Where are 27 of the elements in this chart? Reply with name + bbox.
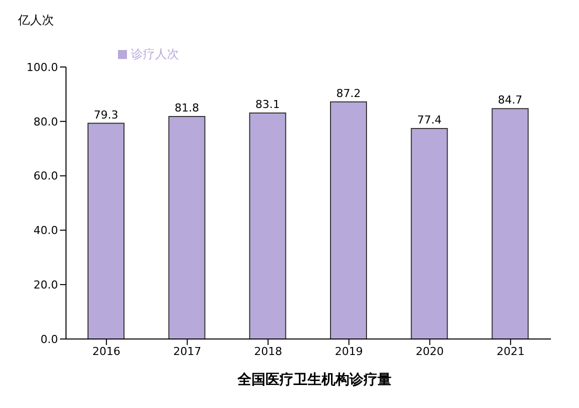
- data-label: 81.8: [174, 102, 200, 115]
- y-tick-label: 20.0: [34, 278, 58, 292]
- y-axis-title: 亿人次: [18, 12, 54, 29]
- bar: [168, 116, 206, 339]
- data-label: 79.3: [94, 108, 118, 122]
- x-tick-label: 2021: [496, 344, 525, 358]
- y-tick-label: 40.0: [34, 224, 58, 238]
- y-tick-label: 80.0: [34, 115, 58, 128]
- data-label: 87.2: [336, 86, 361, 100]
- bar: [88, 122, 124, 339]
- y-tick-label: 0.0: [40, 332, 58, 346]
- x-tick-label: 2016: [92, 344, 120, 358]
- legend-label: 诊疗人次: [131, 47, 179, 61]
- x-tick-label: 2017: [173, 344, 202, 358]
- bar: [492, 108, 529, 339]
- data-label: 83.1: [255, 98, 280, 111]
- text: 全国医疗卫生机构诊疗量: [236, 371, 392, 389]
- bar: [249, 112, 286, 339]
- y-tick-label: 100.0: [26, 60, 58, 74]
- x-tick-label: 2020: [416, 344, 444, 358]
- bar: [330, 101, 367, 339]
- x-tick-label: 2019: [334, 344, 363, 358]
- y-tick-label: 60.0: [34, 170, 58, 183]
- data-label: 77.4: [417, 113, 442, 126]
- bar: [410, 128, 448, 339]
- x-tick-label: 2018: [254, 344, 282, 358]
- data-label: 84.7: [498, 94, 522, 107]
